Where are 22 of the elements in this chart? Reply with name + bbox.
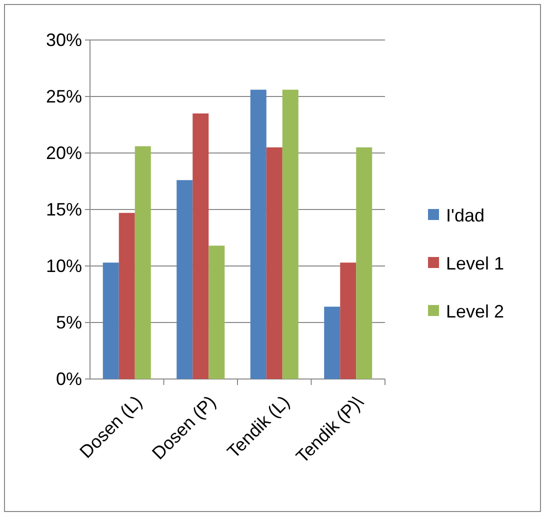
bar bbox=[102, 262, 119, 379]
y-tick-label: 0% bbox=[56, 368, 82, 389]
bar bbox=[250, 90, 266, 379]
bar bbox=[176, 180, 193, 379]
bar bbox=[324, 306, 340, 379]
y-tick-label: 30% bbox=[46, 30, 82, 50]
bar bbox=[118, 212, 135, 379]
legend-label: Level 2 bbox=[446, 301, 504, 322]
bar bbox=[208, 246, 225, 379]
legend-label: I'dad bbox=[446, 205, 484, 226]
y-tick-label: 10% bbox=[46, 256, 82, 276]
bar bbox=[266, 147, 282, 379]
bar bbox=[192, 113, 209, 379]
y-tick-label: 5% bbox=[56, 312, 82, 332]
y-tick-label: 25% bbox=[46, 86, 82, 106]
bar bbox=[356, 147, 372, 379]
bar bbox=[340, 262, 356, 379]
legend-label: Level 1 bbox=[446, 253, 504, 274]
bar bbox=[282, 90, 298, 379]
y-tick-label: 20% bbox=[46, 142, 82, 163]
y-tick-label: 15% bbox=[46, 199, 82, 220]
bar bbox=[134, 146, 151, 379]
